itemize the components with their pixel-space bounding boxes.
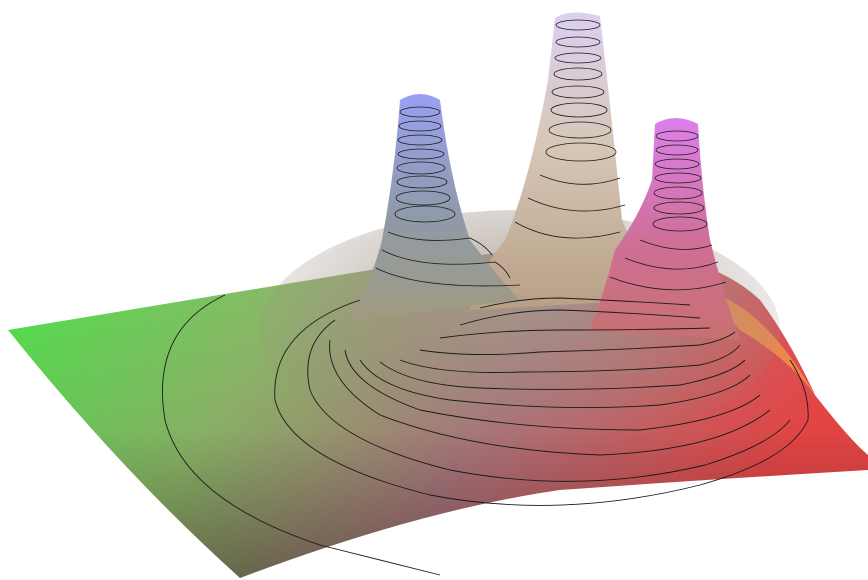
right-peak-contours (609, 130, 727, 291)
contour-lines (162, 294, 809, 576)
middle-peak-contours (514, 19, 626, 239)
left-peak-contours (375, 106, 521, 287)
right-peak (590, 118, 740, 340)
